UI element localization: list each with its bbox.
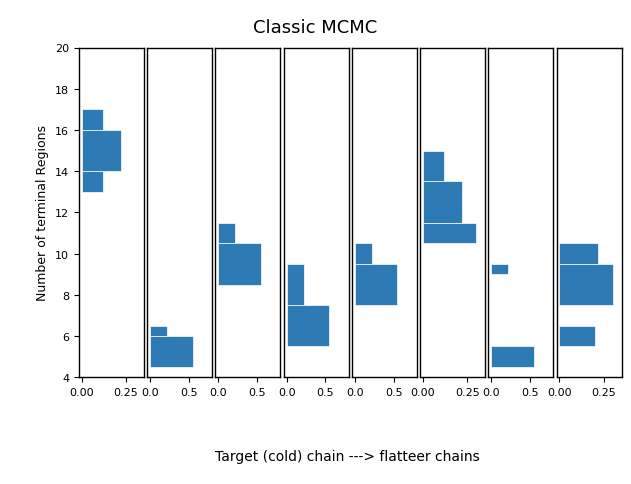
Bar <box>286 264 304 305</box>
Bar <box>81 131 121 172</box>
Bar <box>218 244 261 285</box>
Bar <box>150 326 167 336</box>
Bar <box>492 264 509 275</box>
Bar <box>423 151 444 182</box>
Bar <box>492 347 534 367</box>
Bar <box>150 336 192 367</box>
Text: Target (cold) chain ---> flatteer chains: Target (cold) chain ---> flatteer chains <box>215 449 480 463</box>
Y-axis label: Number of terminal Regions: Number of terminal Regions <box>37 125 49 301</box>
Bar <box>355 264 398 305</box>
Text: Classic MCMC: Classic MCMC <box>254 19 377 37</box>
Bar <box>286 305 329 347</box>
Bar <box>81 172 103 193</box>
Bar <box>423 182 462 223</box>
Bar <box>355 244 372 264</box>
Bar <box>559 264 613 305</box>
Bar <box>559 244 598 264</box>
Bar <box>559 326 595 347</box>
Bar <box>218 223 235 244</box>
Bar <box>81 110 103 131</box>
Bar <box>423 223 476 244</box>
